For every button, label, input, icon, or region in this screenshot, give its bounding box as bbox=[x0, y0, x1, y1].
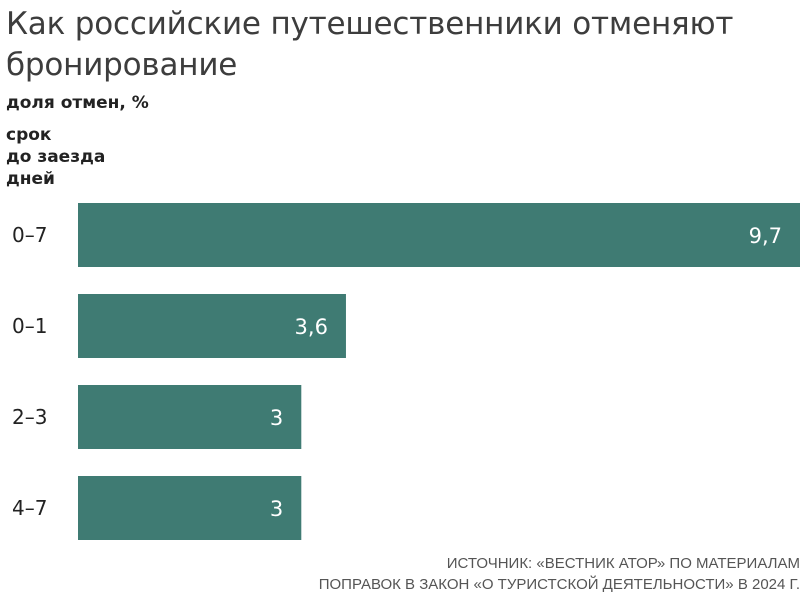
bar-3 bbox=[78, 385, 302, 449]
y-axis-label: срок до заезда дней bbox=[6, 124, 105, 190]
y-axis-label-line-2: до заезда bbox=[6, 147, 106, 167]
source-note: ИСТОЧНИК: «ВЕСТНИК АТОР» ПО МАТЕРИАЛАМ П… bbox=[319, 553, 800, 595]
category-label-4: 4–7 bbox=[12, 496, 47, 520]
value-label-3: 3 bbox=[270, 406, 283, 430]
chart-title: Как российские путешественники отменяют … bbox=[6, 6, 734, 83]
category-label-1: 0–7 bbox=[12, 223, 47, 247]
value-label-1: 9,7 bbox=[749, 224, 782, 248]
source-line-2: ПОПРАВОК В ЗАКОН «О ТУРИСТСКОЙ ДЕЯТЕЛЬНО… bbox=[318, 576, 800, 593]
value-label-2: 3,6 bbox=[295, 315, 328, 339]
y-axis-label-line-3: дней bbox=[6, 169, 55, 189]
chart-subtitle: доля отмен, % bbox=[6, 93, 149, 113]
source-line-1: ИСТОЧНИК: «ВЕСТНИК АТОР» ПО МАТЕРИАЛАМ bbox=[446, 555, 800, 572]
bar-1 bbox=[78, 203, 800, 267]
y-axis-label-line-1: срок bbox=[6, 125, 52, 145]
value-label-4: 3 bbox=[270, 497, 283, 521]
category-label-2: 0–1 bbox=[12, 314, 47, 338]
category-label-3: 2–3 bbox=[12, 405, 47, 429]
bar-2 bbox=[78, 294, 346, 358]
bar-4 bbox=[78, 476, 302, 540]
